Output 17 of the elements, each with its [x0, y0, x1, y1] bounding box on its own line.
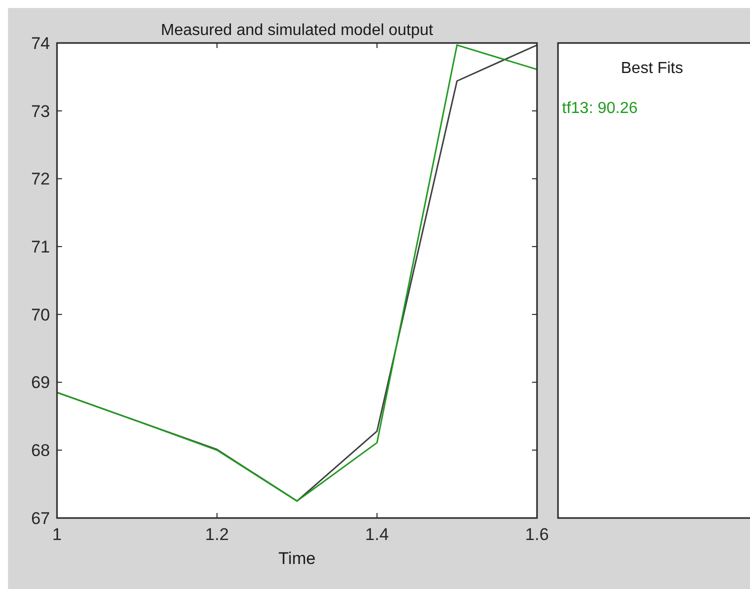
y-tick-label: 69 — [31, 373, 50, 392]
text: tf13: 90.26 — [562, 100, 638, 117]
legend-title: Best Fits — [620, 60, 684, 77]
y-tick-label: 70 — [31, 305, 50, 324]
x-tick-label: 1.4 — [365, 525, 389, 544]
chart-title: Measured and simulated model output — [160, 22, 434, 39]
x-tick-label: 1.6 — [525, 525, 549, 544]
x-tick-label: 1.2 — [205, 525, 229, 544]
line-series — [56, 44, 538, 502]
y-tick-label: 67 — [31, 508, 50, 528]
y-tick-label: 74 — [31, 34, 50, 53]
y-tick-label: 68 — [31, 441, 50, 460]
y-tick-label: 72 — [31, 170, 50, 189]
y-tick-label: 73 — [31, 102, 50, 121]
x-axis-title: Time — [278, 549, 316, 568]
y-tick-label: 71 — [31, 238, 50, 257]
x-tick-label: 1 — [52, 525, 62, 544]
